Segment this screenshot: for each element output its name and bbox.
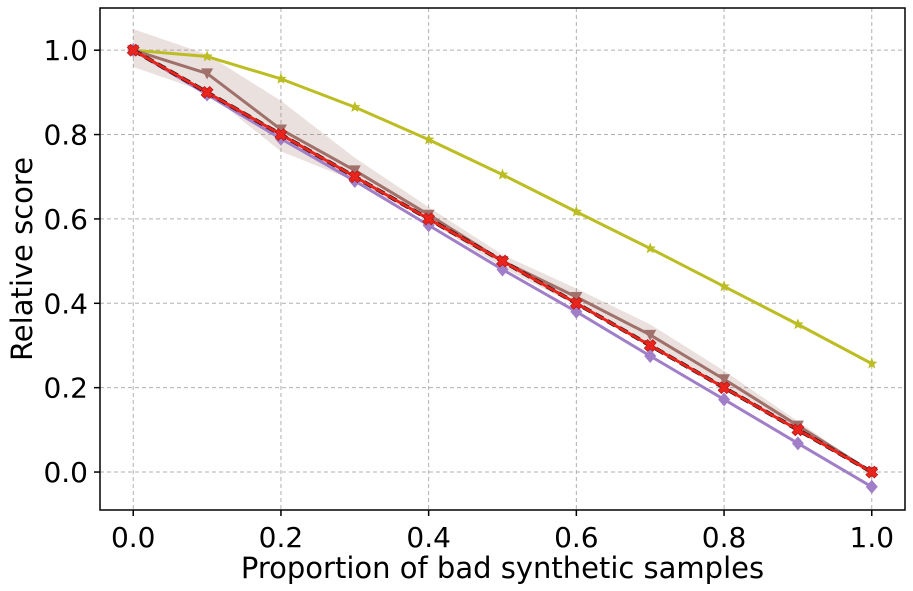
x-tick-label: 0.4 (406, 521, 451, 554)
plot-frame (99, 7, 906, 511)
olive-star-point (792, 318, 804, 330)
brown-triangle-point (201, 68, 214, 80)
olive-star-point (718, 280, 730, 292)
olive-star-point (349, 101, 361, 112)
olive-star-point (496, 168, 509, 180)
olive-star-point (644, 242, 656, 254)
brown-triangle-point (274, 124, 287, 136)
red-x-point (348, 170, 362, 184)
brown-triangle-point (348, 165, 361, 177)
series-layer (126, 43, 879, 494)
olive-star-point (866, 357, 878, 369)
x-tick-label: 0.6 (554, 521, 599, 554)
red-x-point (200, 85, 214, 99)
olive-star-point (570, 205, 583, 217)
olive-star-point (275, 72, 287, 84)
grid (100, 8, 905, 510)
y-tick-label: 0.6 (43, 203, 88, 236)
purple-diamond-point (644, 349, 657, 364)
y-tick-label: 0.4 (43, 287, 88, 320)
red-x-point (791, 423, 805, 437)
brown-triangle-point (570, 291, 583, 303)
x-tick-label: 0.2 (259, 521, 304, 554)
red-x-point (643, 339, 657, 352)
red-x-point (126, 43, 140, 57)
purple-diamond-point (865, 479, 878, 494)
brown-triangle-band (133, 29, 872, 473)
olive-star-point (201, 50, 213, 62)
red-x-point (422, 212, 436, 226)
red-x-point (569, 296, 583, 310)
purple-diamond-point (791, 436, 804, 451)
red-x-point (496, 254, 509, 268)
y-tick-label: 0.8 (43, 119, 88, 152)
x-tick-label: 0.0 (111, 521, 156, 554)
y-tick-label: 0.2 (43, 372, 88, 405)
y-axis-label: Relative score (5, 157, 39, 361)
ticks: 0.0 0.2 0.4 0.6 0.8 1.0 0.0 0.2 0.4 0.6 0.8 1.0 (43, 34, 894, 554)
red-x-point (865, 465, 879, 479)
red-x-series (126, 43, 879, 479)
purple-diamond-point (718, 392, 731, 407)
x-axis-label: Proportion of bad synthetic samples (241, 551, 764, 585)
brown-triangle-point (644, 329, 657, 341)
x-tick-label: 1.0 (850, 521, 895, 554)
red-x-point (274, 128, 288, 141)
x-tick-label: 0.8 (702, 521, 747, 554)
y-tick-label: 1.0 (43, 34, 88, 67)
confidence-band (133, 29, 872, 473)
red-x-point (717, 381, 731, 395)
brown-triangle-point (718, 374, 731, 386)
y-tick-label: 0.0 (43, 456, 88, 489)
olive-star-point (422, 133, 435, 145)
